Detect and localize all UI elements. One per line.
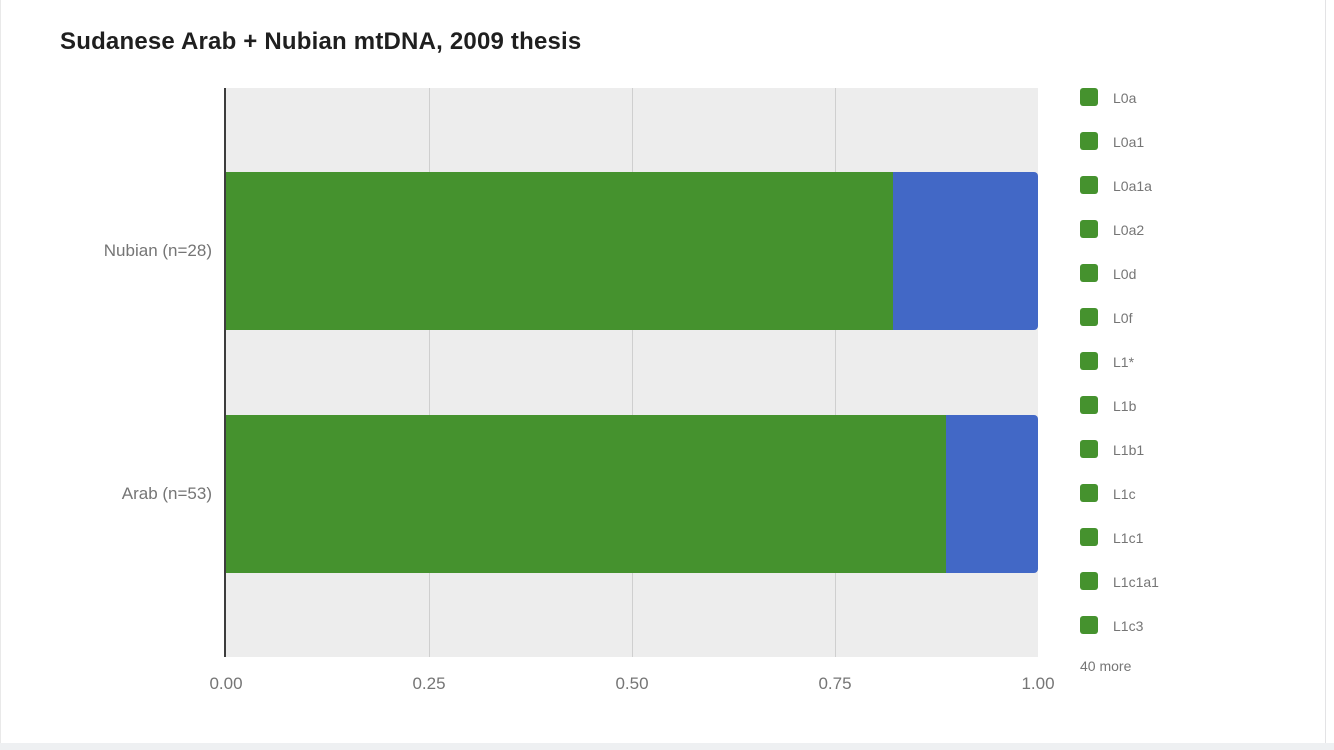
legend-swatch-icon	[1080, 528, 1098, 546]
plot-area	[226, 88, 1038, 657]
legend-label: L1c1	[1113, 530, 1144, 546]
x-tick-label: 0.00	[209, 674, 243, 693]
legend-swatch-icon	[1080, 132, 1098, 150]
category-label: Arab (n=53)	[121, 484, 212, 503]
legend-label: L0f	[1113, 310, 1133, 326]
legend-label: L1b	[1113, 398, 1137, 414]
legend-label: L1c3	[1113, 618, 1144, 634]
legend-swatch-icon	[1080, 176, 1098, 194]
legend-swatch-icon	[1080, 220, 1098, 238]
x-tick-label: 0.75	[818, 674, 852, 693]
legend-swatch-icon	[1080, 616, 1098, 634]
legend-swatch-icon	[1080, 572, 1098, 590]
bar-segment-blue-segment[interactable]	[946, 415, 1038, 573]
bar-row	[226, 172, 1038, 330]
legend-swatch-icon	[1080, 440, 1098, 458]
x-tick-label: 0.50	[615, 674, 649, 693]
category-axis-line	[224, 88, 226, 657]
gridline-0.75	[835, 88, 836, 657]
legend-label: L0a2	[1113, 222, 1145, 238]
bar-segment-green-segment[interactable]	[226, 415, 946, 573]
legend-label: L1c1a1	[1113, 574, 1159, 590]
legend-swatch-icon	[1080, 308, 1098, 326]
card-right-border	[1325, 0, 1326, 743]
bar-segment-green-segment[interactable]	[226, 172, 893, 330]
x-tick-label: 0.25	[412, 674, 446, 693]
legend-label: L1*	[1113, 354, 1135, 370]
chart-title: Sudanese Arab + Nubian mtDNA, 2009 thesi…	[60, 28, 582, 55]
card-bottom-strip	[0, 743, 1334, 750]
gridline-0.50	[632, 88, 633, 657]
legend-label: L0a	[1113, 90, 1137, 106]
bar-row	[226, 415, 1038, 573]
legend-swatch-icon	[1080, 88, 1098, 106]
legend-swatch-icon	[1080, 264, 1098, 282]
legend-overflow-label: 40 more	[1080, 658, 1132, 674]
legend-label: L1b1	[1113, 442, 1145, 458]
gridline-0.25	[429, 88, 430, 657]
legend-label: L1c	[1113, 486, 1136, 502]
x-tick-label: 1.00	[1021, 674, 1055, 693]
card-left-border	[0, 0, 1, 743]
bar-segment-blue-segment[interactable]	[893, 172, 1038, 330]
legend-label: L0a1a	[1113, 178, 1152, 194]
legend-swatch-icon	[1080, 396, 1098, 414]
category-label: Nubian (n=28)	[103, 241, 212, 260]
legend-swatch-icon	[1080, 352, 1098, 370]
legend-swatch-icon	[1080, 484, 1098, 502]
legend-label: L0d	[1113, 266, 1137, 282]
legend-label: L0a1	[1113, 134, 1145, 150]
